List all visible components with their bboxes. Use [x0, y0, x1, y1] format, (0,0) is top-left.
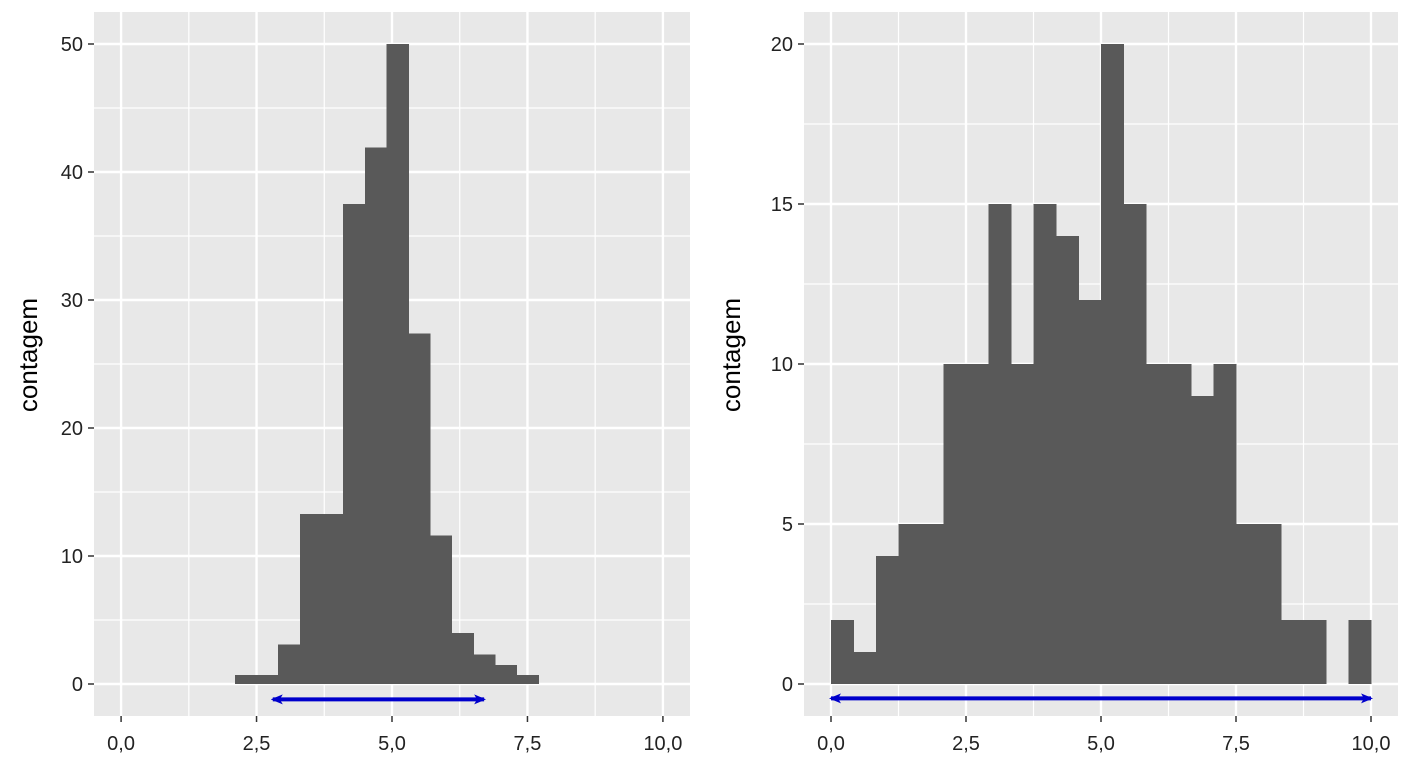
left-x-tick-label: 5,0	[378, 733, 406, 755]
right-histogram-bar	[1258, 524, 1282, 684]
right-y-tick-label: 20	[771, 34, 793, 56]
left-histogram-bar	[408, 333, 431, 684]
left-histogram-bar	[278, 644, 301, 684]
left-x-tick-label: 10,0	[643, 733, 682, 755]
right-histogram-bar	[1303, 620, 1327, 684]
left-histogram-bar	[516, 675, 539, 684]
left-y-axis-title: contagem	[13, 298, 43, 412]
left-x-tick-label: 0,0	[107, 733, 135, 755]
right-histogram-bar	[1123, 204, 1147, 684]
right-histogram-bar	[943, 364, 967, 684]
right-histogram-bar	[1236, 524, 1260, 684]
left-histogram-bar	[473, 654, 496, 684]
right-histogram-bar	[1213, 364, 1237, 684]
left-y-tick-label: 0	[72, 674, 83, 696]
right-histogram-bar	[1280, 620, 1305, 684]
left-histogram-bar	[321, 513, 344, 684]
right-x-tick-label: 7,5	[1222, 733, 1250, 755]
left-y-tick-label: 40	[61, 162, 83, 184]
right-histogram-bars	[831, 44, 1372, 684]
left-histogram-bars	[234, 44, 539, 684]
left-histogram-bar	[386, 44, 409, 684]
right-x-tick-label: 5,0	[1087, 733, 1115, 755]
right-y-tick-label: 5	[782, 514, 793, 536]
left-x-tick-label: 2,5	[243, 733, 271, 755]
left-histogram-bar	[364, 147, 388, 684]
left-histogram-bar	[256, 675, 279, 684]
right-histogram-bar	[898, 524, 922, 684]
left-x-tick-label: 7,5	[514, 733, 542, 755]
right-histogram-bar	[1191, 396, 1215, 684]
left-histogram-bar	[494, 664, 518, 684]
right-histogram-bar	[1145, 364, 1170, 684]
right-histogram-bar	[1033, 204, 1057, 684]
left-y-tick-label: 20	[61, 418, 83, 440]
right-histogram-bar	[875, 556, 900, 684]
left-histogram-bar	[451, 632, 474, 684]
right-axis-ticks: 0,0 2,5 5,0 7,5 10,0 0 5 10 15 20	[771, 34, 1391, 755]
right-histogram-panel: 0,0 2,5 5,0 7,5 10,0 0 5 10 15 20 contagem	[716, 12, 1398, 755]
left-histogram-panel: 0,0 2,5 5,0 7,5 10,0 0 10 20 30 40 50 contagem	[13, 12, 690, 755]
left-histogram-bar	[299, 513, 323, 684]
left-histogram-bar	[343, 204, 366, 684]
right-y-tick-label: 10	[771, 354, 793, 376]
right-histogram-bar	[966, 364, 990, 684]
right-x-tick-label: 10,0	[1352, 733, 1391, 755]
right-histogram-bar	[853, 652, 877, 684]
right-histogram-bar	[1101, 44, 1125, 684]
right-x-tick-label: 2,5	[952, 733, 980, 755]
right-y-tick-label: 15	[771, 194, 793, 216]
left-histogram-bar	[234, 675, 258, 684]
right-x-tick-label: 0,0	[817, 733, 845, 755]
right-histogram-bar	[1078, 300, 1102, 684]
right-histogram-bar	[988, 204, 1012, 684]
right-y-axis-title: contagem	[716, 298, 746, 412]
right-histogram-bar	[1056, 236, 1080, 684]
right-histogram-bar	[921, 524, 945, 684]
right-y-tick-label: 0	[782, 674, 793, 696]
right-histogram-bar	[1168, 364, 1192, 684]
left-histogram-bar	[429, 535, 453, 684]
left-y-tick-label: 10	[61, 546, 83, 568]
right-histogram-bar	[831, 620, 855, 684]
left-y-tick-label: 50	[61, 34, 83, 56]
left-y-tick-label: 30	[61, 290, 83, 312]
right-histogram-bar	[1348, 620, 1372, 684]
right-histogram-bar	[1010, 364, 1035, 684]
left-axis-ticks: 0,0 2,5 5,0 7,5 10,0 0 10 20 30 40 50	[61, 34, 683, 755]
